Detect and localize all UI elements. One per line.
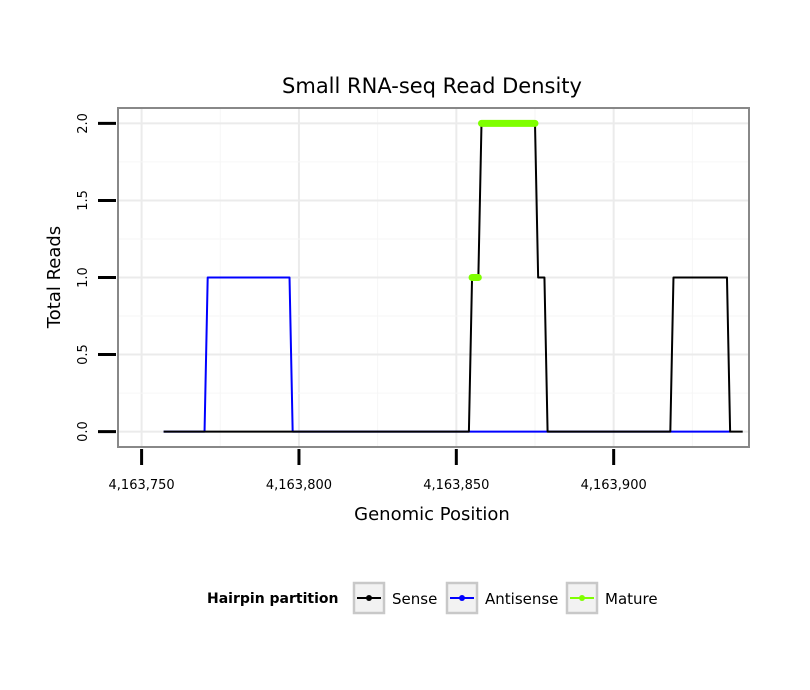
y-tick-label: 1.0 [76,267,91,288]
x-axis: 4,163,750 4,163,800 4,163,850 4,163,900 [109,449,647,493]
legend-label-sense: Sense [392,590,437,608]
y-tick-label: 0.5 [76,344,91,365]
chart-title: Small RNA-seq Read Density [282,74,582,98]
legend: Hairpin partition Sense Antisense Mature [207,581,658,615]
legend-label-mature: Mature [605,590,658,608]
y-axis: 0.0 0.5 1.0 1.5 2.0 [76,113,116,442]
legend-title: Hairpin partition [207,591,338,607]
y-axis-title: Total Reads [44,226,65,329]
panel-border [117,107,750,448]
legend-item-antisense: Antisense [445,581,558,615]
x-tick-label: 4,163,750 [109,478,175,493]
legend-key-point [366,595,372,601]
legend-key-point [579,595,585,601]
y-tick-label: 0.0 [76,421,91,442]
x-tick-label: 4,163,850 [423,478,489,493]
legend-item-sense: Sense [352,581,437,615]
legend-key-point [459,595,465,601]
series-layer [163,119,743,433]
legend-label-antisense: Antisense [485,590,558,608]
x-tick-label: 4,163,800 [266,478,332,493]
x-axis-title: Genomic Position [354,504,510,525]
y-tick-label: 1.5 [76,190,91,211]
x-tick-label: 4,163,900 [581,478,647,493]
y-tick-label: 2.0 [76,113,91,134]
legend-item-mature: Mature [565,581,658,615]
